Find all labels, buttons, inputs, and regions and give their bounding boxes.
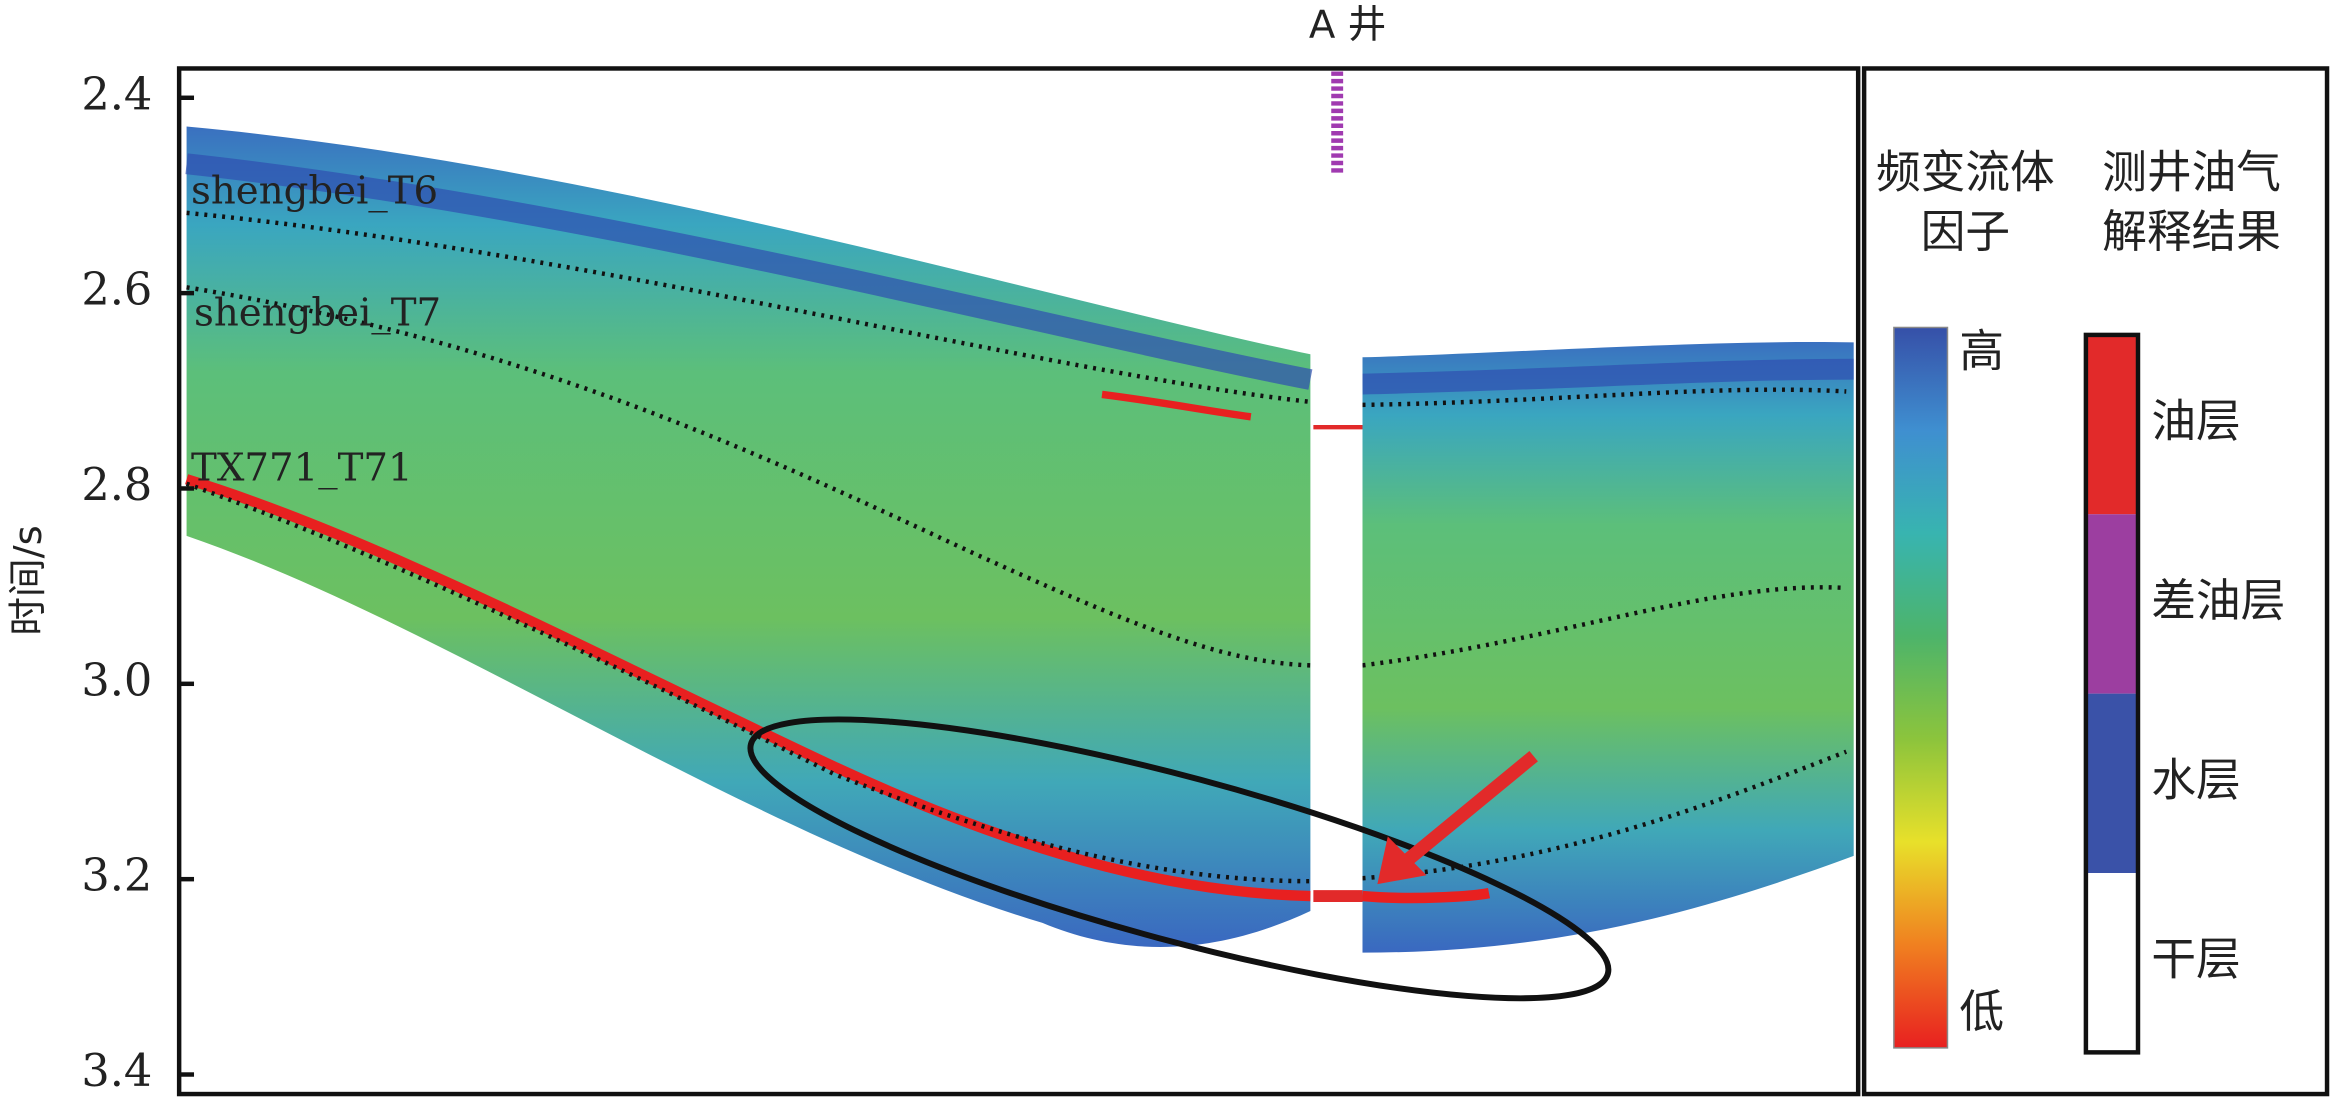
y-tick-label: 3.0	[81, 654, 152, 706]
legend-frame	[1861, 66, 2330, 1097]
seismic-right	[1362, 341, 1854, 953]
highlight-ellipse	[747, 716, 1612, 1002]
blue-band	[1362, 358, 1854, 395]
y-tick-label: 3.4	[81, 1045, 152, 1097]
horizon-label: TX771_T71	[191, 445, 413, 490]
y-axis-label: 时间/s	[6, 525, 51, 636]
arrow-head	[1377, 836, 1427, 885]
well-legend-swatch	[2085, 873, 2139, 1053]
horizon-label: shengbei_T6	[191, 169, 438, 214]
well-title: A 井	[1309, 2, 1386, 47]
horizon	[186, 210, 1847, 408]
well-legend-label: 油层	[2151, 396, 2240, 448]
horizon-label: shengbei_T7	[194, 291, 441, 336]
arrow-shaft	[1402, 750, 1538, 866]
colorbar-title: 因子	[1921, 206, 2010, 258]
colorbar-low: 低	[1959, 986, 2004, 1038]
blue-band	[185, 153, 1313, 390]
well-legend-frame	[2083, 332, 2141, 1055]
colorbar-title: 频变流体	[1876, 147, 2055, 199]
y-tick-label: 2.6	[81, 264, 152, 316]
seismic-section	[185, 71, 1854, 1002]
well-legend-label: 水层	[2151, 754, 2240, 806]
well-legend-swatch	[2085, 334, 2139, 515]
well-legend-swatch	[2085, 693, 2139, 874]
y-tick-label: 3.2	[81, 850, 152, 902]
well-legend-label: 干层	[2151, 934, 2240, 986]
plot-frame	[176, 66, 1861, 1097]
well-legend-swatch	[2085, 514, 2139, 694]
colorbar-high: 高	[1959, 325, 2004, 377]
red-layer	[185, 474, 1491, 904]
well-legend-title: 测井油气	[2102, 147, 2281, 199]
horizon	[186, 285, 1847, 668]
well-legend-label: 差油层	[2151, 575, 2285, 627]
y-tick-label: 2.8	[81, 459, 152, 511]
horizon	[185, 481, 1848, 884]
red-layer	[1101, 390, 1252, 421]
colorbar	[1893, 326, 1949, 1049]
y-tick-label: 2.4	[81, 68, 152, 120]
well-legend-title: 解释结果	[2102, 206, 2281, 258]
